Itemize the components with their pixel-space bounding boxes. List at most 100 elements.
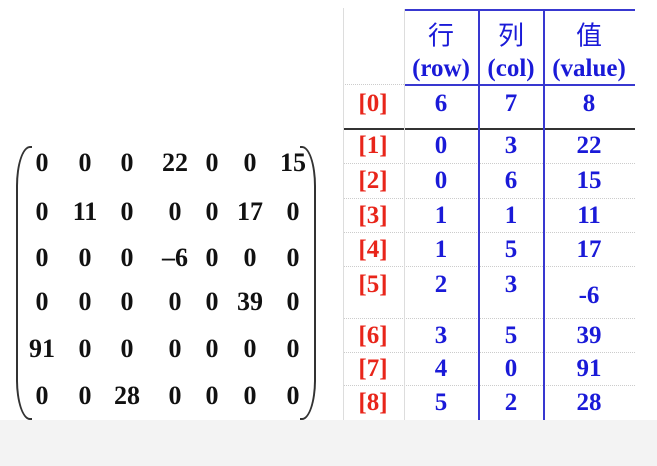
matrix-cell: 0 bbox=[205, 381, 219, 410]
row-divider bbox=[343, 232, 635, 234]
cell-col: 0 bbox=[504, 355, 518, 382]
cell-value: 28 bbox=[576, 389, 602, 416]
matrix-cell: 0 bbox=[286, 334, 300, 363]
matrix-cell: 0 bbox=[205, 287, 219, 316]
row-divider bbox=[343, 318, 635, 320]
matrix-cell: 11 bbox=[72, 197, 98, 226]
matrix-cell: 15 bbox=[280, 148, 306, 177]
header-en: (row) bbox=[412, 55, 470, 82]
header-cn: 行 bbox=[427, 21, 455, 51]
matrix-cell: 0 bbox=[205, 197, 219, 226]
matrix-cell: 91 bbox=[29, 334, 55, 363]
matrix-cell: 0 bbox=[205, 148, 219, 177]
cell-value: -6 bbox=[578, 282, 600, 309]
matrix-cell: 0 bbox=[120, 243, 134, 272]
matrix-cell: 0 bbox=[286, 287, 300, 316]
header-cn: 值 bbox=[575, 21, 603, 51]
matrix-cell: 0 bbox=[243, 334, 257, 363]
cell-value: 8 bbox=[582, 90, 596, 117]
header-en: (value) bbox=[552, 55, 626, 82]
row-divider bbox=[343, 352, 635, 354]
bottom-band bbox=[0, 420, 657, 466]
row-divider bbox=[343, 84, 404, 86]
matrix-cell: 17 bbox=[237, 197, 263, 226]
row-index: [0] bbox=[358, 90, 388, 117]
cell-col: 3 bbox=[504, 271, 518, 298]
matrix-cell: 0 bbox=[78, 381, 92, 410]
cell-col: 7 bbox=[504, 90, 518, 117]
separator-line bbox=[343, 128, 635, 130]
row-index: [5] bbox=[358, 271, 388, 298]
column-divider bbox=[404, 9, 405, 420]
cell-row: 1 bbox=[434, 202, 448, 229]
row-index: [8] bbox=[358, 389, 388, 416]
header-top-line bbox=[404, 9, 635, 11]
matrix-cell: 0 bbox=[120, 197, 134, 226]
column-divider bbox=[543, 9, 545, 420]
matrix-cell: 0 bbox=[168, 334, 182, 363]
column-divider bbox=[478, 9, 480, 420]
matrix-cell: 0 bbox=[35, 381, 49, 410]
cell-value: 17 bbox=[576, 236, 602, 263]
cell-row: 0 bbox=[434, 132, 448, 159]
matrix-cell: 0 bbox=[205, 334, 219, 363]
matrix-cell: 22 bbox=[162, 148, 188, 177]
matrix-cell: 0 bbox=[286, 243, 300, 272]
matrix-cell: 0 bbox=[243, 148, 257, 177]
cell-row: 0 bbox=[434, 167, 448, 194]
matrix-cell: 39 bbox=[237, 287, 263, 316]
matrix-cell: –6 bbox=[162, 243, 188, 272]
row-index: [7] bbox=[358, 355, 388, 382]
matrix-cell: 0 bbox=[120, 287, 134, 316]
matrix-cell: 0 bbox=[120, 334, 134, 363]
row-divider bbox=[343, 163, 635, 165]
matrix-cell: 0 bbox=[120, 148, 134, 177]
matrix-cell: 0 bbox=[78, 287, 92, 316]
cell-value: 11 bbox=[577, 202, 601, 229]
row-index: [3] bbox=[358, 202, 388, 229]
row-divider bbox=[343, 385, 635, 387]
matrix-cell: 0 bbox=[78, 148, 92, 177]
right-parenthesis bbox=[300, 146, 316, 420]
cell-value: 22 bbox=[576, 132, 602, 159]
cell-col: 6 bbox=[504, 167, 518, 194]
cell-col: 2 bbox=[504, 389, 518, 416]
header-en: (col) bbox=[487, 55, 535, 82]
header-cn: 列 bbox=[497, 21, 525, 51]
row-index: [6] bbox=[358, 322, 388, 349]
matrix-cell: 0 bbox=[205, 243, 219, 272]
matrix-cell: 0 bbox=[35, 148, 49, 177]
matrix-cell: 0 bbox=[243, 243, 257, 272]
cell-row: 5 bbox=[434, 389, 448, 416]
matrix-cell: 0 bbox=[35, 197, 49, 226]
matrix-cell: 0 bbox=[78, 243, 92, 272]
cell-value: 39 bbox=[576, 322, 602, 349]
matrix-cell: 0 bbox=[168, 287, 182, 316]
matrix-cell: 0 bbox=[243, 381, 257, 410]
header-bottom-line bbox=[404, 84, 635, 86]
left-parenthesis bbox=[16, 146, 32, 420]
cell-col: 5 bbox=[504, 322, 518, 349]
matrix-cell: 0 bbox=[286, 197, 300, 226]
row-index: [1] bbox=[358, 132, 388, 159]
cell-row: 4 bbox=[434, 355, 448, 382]
matrix-cell: 0 bbox=[35, 287, 49, 316]
cell-row: 2 bbox=[434, 271, 448, 298]
matrix-cell: 0 bbox=[78, 334, 92, 363]
matrix-cell: 0 bbox=[35, 243, 49, 272]
table-left-border bbox=[343, 8, 344, 420]
cell-row: 3 bbox=[434, 322, 448, 349]
row-index: [4] bbox=[358, 236, 388, 263]
matrix-cell: 28 bbox=[114, 381, 140, 410]
cell-col: 5 bbox=[504, 236, 518, 263]
cell-col: 3 bbox=[504, 132, 518, 159]
cell-value: 91 bbox=[576, 355, 602, 382]
cell-row: 6 bbox=[434, 90, 448, 117]
matrix-cell: 0 bbox=[168, 197, 182, 226]
matrix-cell: 0 bbox=[286, 381, 300, 410]
cell-row: 1 bbox=[434, 236, 448, 263]
cell-col: 1 bbox=[504, 202, 518, 229]
row-divider bbox=[343, 266, 635, 268]
matrix-cell: 0 bbox=[168, 381, 182, 410]
row-index: [2] bbox=[358, 167, 388, 194]
